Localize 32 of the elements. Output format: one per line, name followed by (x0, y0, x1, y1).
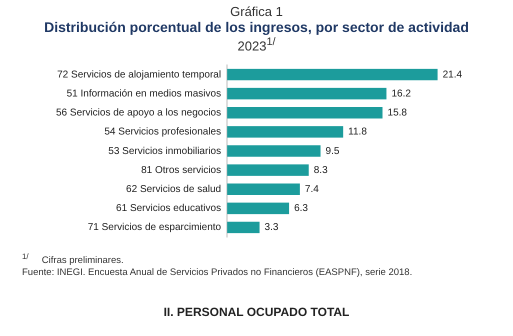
y-tick-label: 61 Servicios educativos (116, 203, 222, 214)
y-tick-label: 51 Información en medios masivos (66, 88, 222, 100)
bar (227, 69, 438, 81)
bar (227, 107, 383, 119)
y-tick-label: 56 Servicios de apoyo a los negocios (56, 108, 222, 119)
data-label: 9.5 (326, 146, 340, 158)
bar (227, 164, 309, 176)
data-label: 15.8 (388, 108, 408, 119)
chart-subtitle: Distribución porcentual de los ingresos, por sector de actividad (43, 19, 470, 35)
bar (227, 184, 300, 196)
bar (227, 126, 344, 138)
data-label: 6.3 (294, 203, 308, 214)
y-tick-label: 54 Servicios profesionales (104, 126, 222, 138)
data-label: 16.2 (391, 88, 412, 100)
y-tick-label: 71 Servicios de esparcimiento (88, 222, 222, 234)
bar (227, 202, 290, 214)
data-label: 3.3 (264, 222, 279, 234)
y-tick-label: 81 Otros servicios (141, 165, 222, 176)
source-note: Fuente: INEGI. Encuesta Anual de Servicios Privados no Financieros (EASPNF), serie 2018. (22, 267, 414, 280)
text: 2023$^{1/}$ (236, 35, 276, 54)
y-tick-label: 72 Servicios de alojamiento temporal (57, 70, 222, 81)
data-label: 7.4 (304, 184, 320, 196)
text: II. PERSONAL OCUPADO TOTAL (162, 305, 350, 320)
bar (227, 146, 321, 158)
bar (227, 222, 260, 234)
data-label: 21.4 (442, 70, 462, 81)
chart-title: Gráfica 1 (229, 4, 284, 19)
y-tick-label: 62 Servicios de salud (126, 184, 222, 196)
data-label: 8.3 (314, 165, 328, 176)
bar (227, 88, 386, 100)
data-label: 11.8 (348, 126, 368, 138)
y-tick-label: 53 Servicios inmobiliarios (108, 146, 222, 158)
